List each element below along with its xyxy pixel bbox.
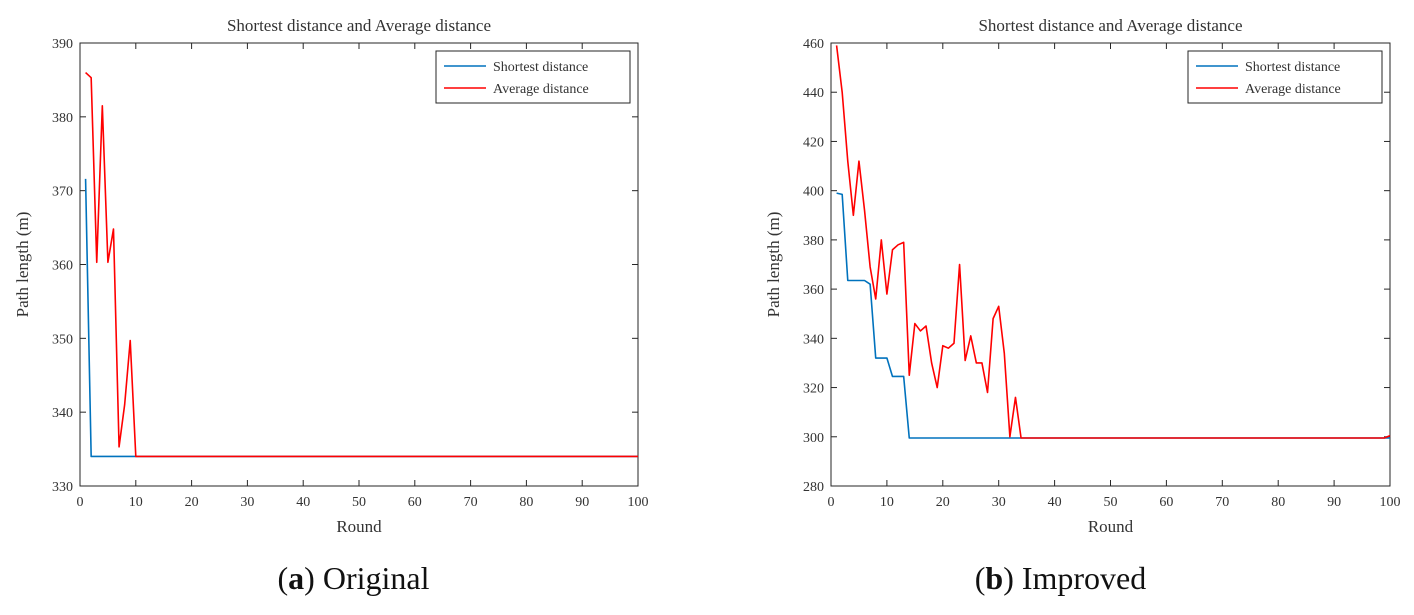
y-tick-label: 370 — [52, 185, 73, 200]
legend: Shortest distance Average distance — [435, 50, 631, 104]
caption-text: Improved — [1021, 560, 1147, 596]
caption-letter: b — [985, 560, 1004, 596]
x-tick-label: 80 — [519, 495, 533, 510]
y-tick-label: 340 — [803, 332, 824, 347]
x-tick-label: 70 — [464, 495, 478, 510]
x-tick-label: 30 — [240, 495, 254, 510]
chart-title: Shortest distance and Average distance — [227, 16, 491, 35]
y-tick-label: 340 — [52, 406, 73, 421]
x-tick-label: 50 — [1104, 495, 1118, 510]
y-tick-label: 320 — [803, 382, 824, 397]
y-tick-label: 380 — [52, 111, 73, 126]
x-tick-label: 20 — [185, 495, 199, 510]
x-tick-label: 90 — [1327, 495, 1341, 510]
x-tick-label: 90 — [575, 495, 589, 510]
plot-frame — [79, 42, 639, 487]
y-tick-label: 400 — [803, 185, 824, 200]
legend-box — [1187, 50, 1383, 104]
caption-text: Original — [322, 560, 430, 596]
legend-label: Average distance — [1245, 82, 1341, 97]
y-tick-label: 280 — [803, 480, 824, 495]
y-tick-label: 380 — [803, 234, 824, 249]
y-tick-label: 440 — [803, 86, 824, 101]
chart-original: Shortest distance and Average distance 0 1… — [13, 16, 649, 536]
y-axis-label: Path length (m) — [13, 212, 32, 318]
caption-original: (a) Original — [277, 560, 430, 596]
x-tick-label: 80 — [1271, 495, 1285, 510]
x-tick-label: 70 — [1215, 495, 1229, 510]
y-tick-label: 300 — [803, 431, 824, 446]
legend-label: Shortest distance — [493, 60, 588, 75]
legend: Shortest distance Average distance — [1187, 50, 1383, 104]
chart-panel-original: Shortest distance and Average distance 0 1… — [13, 16, 649, 596]
y-tick-label: 360 — [803, 283, 824, 298]
x-tick-label: 40 — [296, 495, 310, 510]
x-tick-label: 40 — [1048, 495, 1062, 510]
x-tick-label: 50 — [352, 495, 366, 510]
x-tick-label: 60 — [408, 495, 422, 510]
y-axis-label: Path length (m) — [764, 212, 783, 318]
y-tick-label: 390 — [52, 37, 73, 52]
series-line-shortest — [836, 192, 1390, 439]
y-tick-label: 350 — [52, 332, 73, 347]
x-tick-label: 100 — [628, 495, 649, 510]
series-line-average — [85, 71, 638, 458]
chart-panel-improved: Shortest distance and Average distance 0 1… — [707, 0, 1414, 615]
y-tick-label: 460 — [803, 37, 824, 52]
y-tick-label: 330 — [52, 480, 73, 495]
series-line-shortest — [84, 178, 638, 458]
legend-label: Average distance — [493, 82, 589, 97]
chart-title: Shortest distance and Average distance — [978, 16, 1242, 35]
y-tick-label: 420 — [803, 135, 824, 150]
x-tick-label: 10 — [880, 495, 894, 510]
plot-frame — [830, 42, 1391, 487]
series-line-average — [835, 45, 1391, 439]
caption-improved: (b) Improved — [974, 560, 1147, 596]
x-tick-label: 60 — [1159, 495, 1173, 510]
x-tick-label: 10 — [129, 495, 143, 510]
legend-label: Shortest distance — [1245, 60, 1340, 75]
x-tick-label: 30 — [992, 495, 1006, 510]
legend-box — [435, 50, 631, 104]
x-tick-label: 20 — [936, 495, 950, 510]
x-tick-label: 0 — [77, 495, 84, 510]
x-tick-label: 100 — [1380, 495, 1401, 510]
chart-improved: Shortest distance and Average distance 0 1… — [764, 16, 1401, 536]
x-axis-label: Round — [1088, 517, 1134, 536]
x-axis-label: Round — [336, 517, 382, 536]
x-tick-label: 0 — [828, 495, 835, 510]
caption-letter: a — [288, 560, 305, 596]
y-tick-label: 360 — [52, 259, 73, 274]
